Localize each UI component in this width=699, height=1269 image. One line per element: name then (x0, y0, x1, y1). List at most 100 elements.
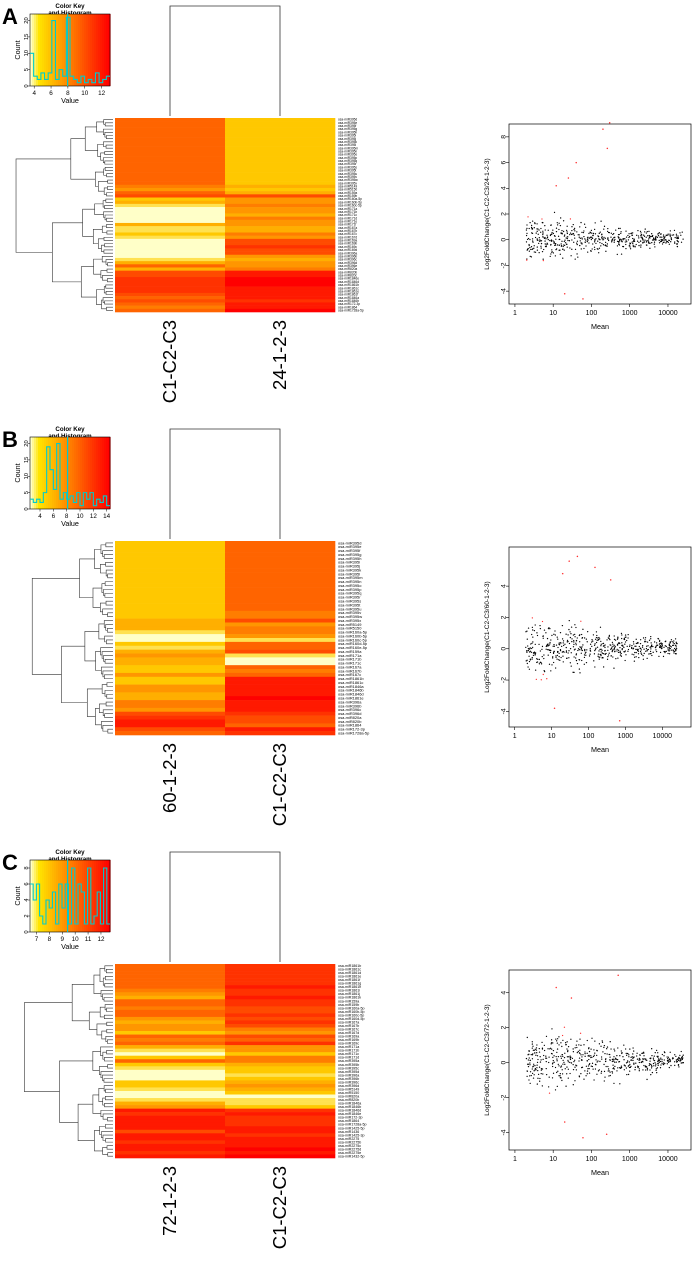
ma-point (533, 1074, 535, 1076)
ma-point (579, 226, 581, 228)
ma-point (531, 1068, 533, 1070)
ma-point (630, 232, 632, 235)
color-key-band (36, 14, 39, 86)
ma-point (553, 241, 555, 243)
row-dendrogram-branch (15, 158, 71, 253)
ma-point (534, 1067, 537, 1070)
ma-point (628, 1054, 630, 1056)
ma-point (568, 650, 570, 652)
ma-point (541, 218, 543, 220)
ma-point (675, 1055, 677, 1057)
ma-point (642, 1061, 644, 1063)
ma-point (640, 652, 642, 654)
ma-point (528, 1079, 530, 1081)
ma-point (590, 1048, 592, 1050)
heatmap-cell (225, 191, 336, 195)
ma-point (649, 650, 652, 653)
color-key-band (62, 860, 65, 932)
ma-point (678, 1058, 681, 1060)
ma-point-outlier (570, 997, 573, 999)
ma-point-outlier (563, 292, 566, 295)
ma-point (628, 245, 630, 247)
heatmap-row-label: osa-miR1728a-5p (338, 730, 370, 735)
ma-point (583, 656, 586, 659)
row-dendrogram-branch (103, 249, 113, 254)
row-dendrogram-branch (93, 258, 103, 275)
ma-point (665, 234, 667, 237)
ma-point (657, 233, 659, 235)
row-dendrogram-branch (105, 600, 113, 606)
ma-point (634, 245, 636, 247)
ma-point (579, 646, 581, 648)
ma-point (659, 644, 661, 647)
ma-point (583, 654, 586, 656)
ma-point (670, 237, 672, 239)
ma-point (644, 641, 646, 643)
ma-point (630, 647, 633, 650)
ma-point (629, 246, 631, 248)
ma-point-outlier (609, 579, 612, 581)
ma-point (621, 637, 623, 640)
heatmap-row-label: osa-miR1846e (338, 277, 359, 281)
ma-point (659, 645, 661, 648)
ma-point (667, 241, 669, 244)
ma-point (660, 239, 662, 241)
ma-point (664, 645, 666, 647)
ma-point (578, 1044, 580, 1046)
ma-point (600, 651, 602, 653)
color-key-histogram (30, 867, 110, 925)
heatmap-cell (115, 978, 226, 982)
row-dendrogram-branch (106, 135, 113, 139)
row-dendrogram-branch (102, 670, 113, 678)
heatmap-cell (115, 591, 226, 596)
ma-point (680, 1050, 682, 1053)
heatmap-row-label: osa-miR1846d (338, 692, 364, 697)
ma-point (536, 661, 538, 664)
ma-point (569, 247, 571, 249)
heatmap-cell (115, 1112, 226, 1116)
color-key-band (38, 437, 41, 509)
ma-point (546, 242, 548, 244)
heatmap-cell (225, 649, 336, 654)
ma-point (579, 1049, 581, 1051)
heatmap-cell (225, 552, 336, 557)
ma-point (618, 642, 620, 645)
row-dendrogram-branch (104, 151, 113, 155)
heatmap-cell (225, 645, 336, 650)
ma-point (570, 626, 573, 628)
row-dendrogram-branch (107, 278, 113, 283)
ma-point (581, 1066, 584, 1068)
heatmap-column-label: C1-C2-C3 (269, 1166, 290, 1249)
ma-point (629, 242, 632, 245)
ma-point (614, 645, 616, 648)
ma-point (607, 649, 609, 651)
ma-point (667, 1056, 670, 1058)
row-dendrogram-branch (103, 589, 113, 596)
ma-point (576, 1051, 578, 1054)
heatmap-cell (225, 572, 336, 577)
ma-point (657, 638, 660, 640)
ma-point (583, 223, 586, 225)
ma-point (575, 659, 578, 662)
ma-point (534, 653, 536, 655)
heatmap-cell (225, 124, 336, 128)
ma-point (552, 1049, 555, 1052)
ma-point (626, 1073, 628, 1076)
ma-point (586, 238, 589, 241)
ma-point (531, 647, 533, 650)
column-dendrogram (169, 851, 281, 962)
row-dendrogram-branch (102, 1051, 107, 1060)
ma-point (527, 1063, 530, 1065)
heatmap-row-label: osa-miR820c (338, 274, 357, 278)
ma-point (550, 233, 553, 236)
ma-point (601, 1041, 604, 1043)
ma-point (668, 644, 671, 646)
ma-point (536, 246, 538, 248)
ma-point (586, 1070, 589, 1072)
color-key-band (98, 437, 101, 509)
ma-point (560, 217, 562, 219)
ma-point (576, 231, 578, 233)
row-dendrogram-branch (103, 236, 113, 241)
color-key-band (42, 437, 45, 509)
heatmap-cell (225, 238, 336, 243)
